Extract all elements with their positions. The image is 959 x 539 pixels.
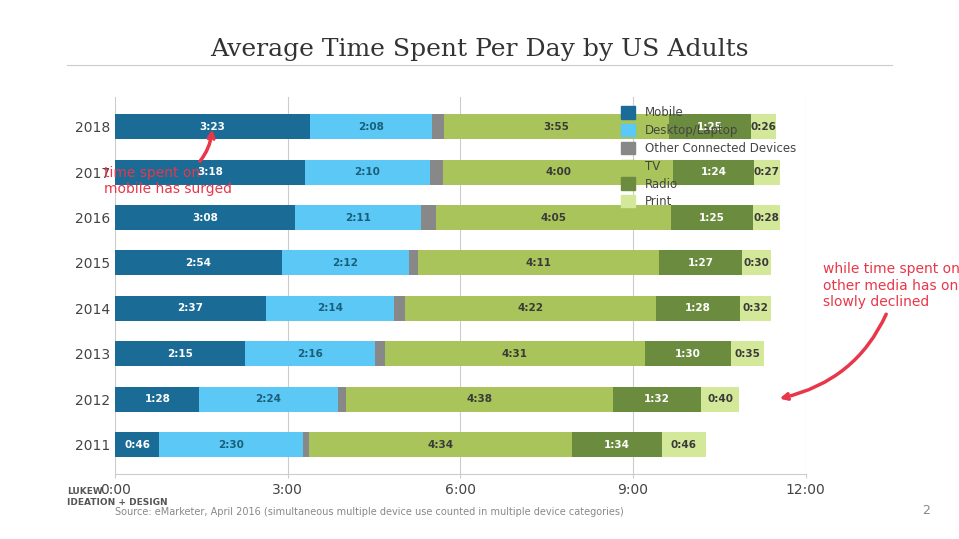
Text: 2:08: 2:08 [358,122,384,132]
Text: 2:54: 2:54 [185,258,212,268]
Bar [159,432,303,457]
Bar [115,251,282,275]
Text: 1:30: 1:30 [675,349,701,359]
Bar [115,432,159,457]
Bar [405,296,656,321]
Bar [409,251,418,275]
Bar [303,432,309,457]
Text: 1:28: 1:28 [145,394,171,404]
Text: LUKEW
IDEATION + DESIGN: LUKEW IDEATION + DESIGN [67,487,168,507]
Text: 2:30: 2:30 [219,440,245,450]
Bar [385,341,644,367]
Text: 4:34: 4:34 [427,440,454,450]
Bar [346,387,613,412]
Bar [375,341,385,367]
Text: time spent on
mobile has surged: time spent on mobile has surged [104,133,231,196]
Text: 4:11: 4:11 [526,258,551,268]
Text: while time spent on
other media has only
slowly declined: while time spent on other media has only… [784,262,959,399]
Bar [751,114,776,139]
Legend: Mobile, Desktop/Laptop, Other Connected Devices, TV, Radio, Print: Mobile, Desktop/Laptop, Other Connected … [618,103,800,212]
Bar [115,341,245,367]
Bar [443,160,673,184]
Text: 2:16: 2:16 [297,349,323,359]
Bar [115,205,295,230]
Bar [740,296,771,321]
Bar [338,387,346,412]
Bar [309,432,572,457]
Text: 2:10: 2:10 [355,167,381,177]
Text: 1:27: 1:27 [688,258,713,268]
Text: 0:46: 0:46 [671,440,697,450]
Text: 3:23: 3:23 [199,122,225,132]
Bar [282,251,409,275]
Bar [394,296,405,321]
Text: 2:24: 2:24 [255,394,282,404]
Text: 2:12: 2:12 [333,258,358,268]
Bar [644,341,731,367]
Bar [295,205,421,230]
Bar [433,114,444,139]
Text: 2: 2 [923,505,930,517]
Bar [305,160,430,184]
Text: 0:27: 0:27 [754,167,780,177]
Text: 3:08: 3:08 [192,212,218,223]
Text: 0:46: 0:46 [124,440,151,450]
Bar [115,114,310,139]
Text: 4:05: 4:05 [541,212,567,223]
Text: 0:35: 0:35 [735,349,760,359]
Text: 0:30: 0:30 [744,258,769,268]
Bar [418,251,659,275]
Text: 0:32: 0:32 [743,303,769,313]
Bar [199,387,338,412]
Bar [436,205,671,230]
Bar [421,205,436,230]
Bar [572,432,662,457]
Text: 2:37: 2:37 [177,303,203,313]
Bar [701,387,739,412]
Text: 2:14: 2:14 [316,303,343,313]
Text: 0:40: 0:40 [707,394,734,404]
Bar [671,205,753,230]
Text: 3:55: 3:55 [544,122,570,132]
Bar [245,341,375,367]
Text: 1:32: 1:32 [643,394,669,404]
Text: 1:28: 1:28 [686,303,712,313]
Text: 1:25: 1:25 [699,212,725,223]
Text: 4:31: 4:31 [502,349,527,359]
Bar [659,251,742,275]
Text: 4:38: 4:38 [466,394,493,404]
Text: 3:18: 3:18 [198,167,222,177]
Text: 4:00: 4:00 [545,167,572,177]
Text: 2:11: 2:11 [345,212,371,223]
Bar [656,296,740,321]
Bar [754,160,780,184]
Bar [115,296,266,321]
Text: 1:34: 1:34 [603,440,630,450]
Text: 1:25: 1:25 [697,122,723,132]
Text: 0:28: 0:28 [753,212,779,223]
Bar [115,387,199,412]
Bar [266,296,394,321]
Bar [753,205,780,230]
Bar [430,160,443,184]
Text: 4:22: 4:22 [517,303,544,313]
Text: 1:24: 1:24 [700,167,727,177]
Bar [444,114,669,139]
Bar [613,387,701,412]
Text: 2:15: 2:15 [167,349,193,359]
Bar [310,114,433,139]
Bar [731,341,764,367]
Text: Source: eMarketer, April 2016 (simultaneous multiple device use counted in multi: Source: eMarketer, April 2016 (simultane… [115,507,624,517]
Bar [662,432,706,457]
Bar [673,160,754,184]
Bar [115,160,305,184]
Bar [742,251,771,275]
Bar [669,114,751,139]
Text: 0:26: 0:26 [750,122,776,132]
Text: Average Time Spent Per Day by US Adults: Average Time Spent Per Day by US Adults [210,38,749,61]
